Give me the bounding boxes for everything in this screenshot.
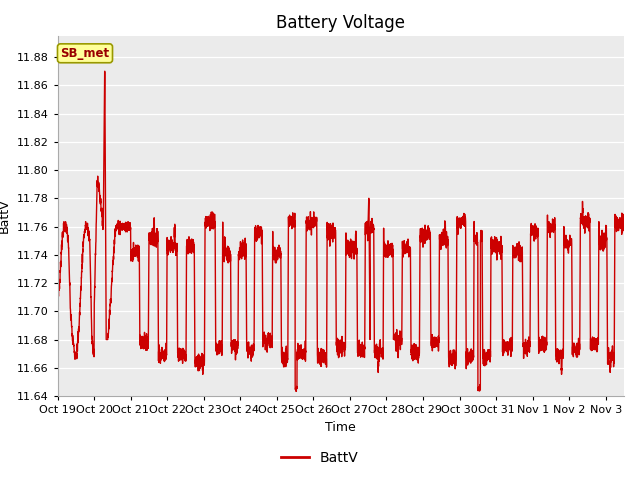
Text: SB_met: SB_met	[60, 47, 109, 60]
Title: Battery Voltage: Battery Voltage	[276, 13, 405, 32]
Legend: BattV: BattV	[276, 445, 364, 471]
X-axis label: Time: Time	[325, 420, 356, 433]
Y-axis label: BattV: BattV	[0, 199, 11, 233]
